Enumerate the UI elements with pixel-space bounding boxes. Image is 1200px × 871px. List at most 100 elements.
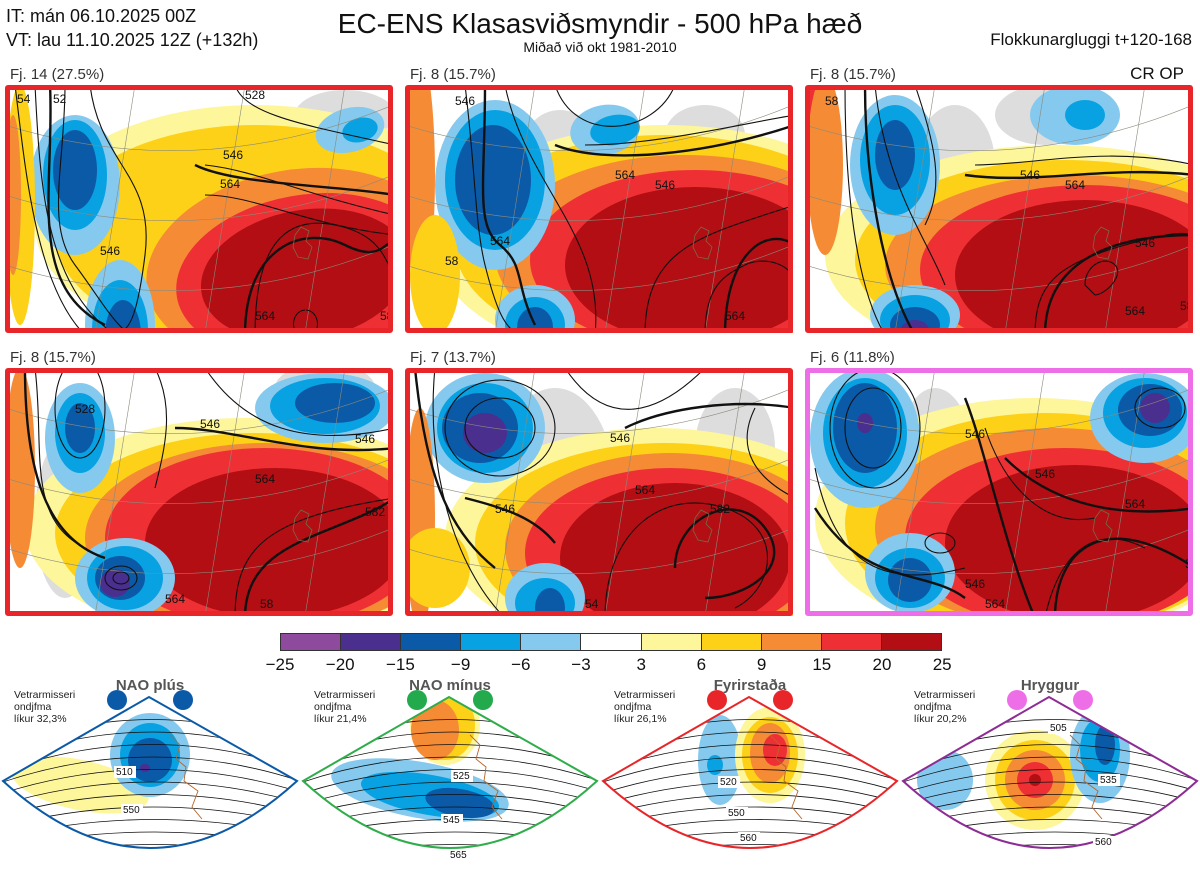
contour-label: 546 [455, 94, 475, 108]
coastline [1092, 226, 1113, 260]
regime-contour [603, 781, 897, 806]
panel-label: Fj. 8 (15.7%) [410, 66, 496, 83]
graticule-line [5, 174, 393, 222]
height-contour-bold [1053, 537, 1193, 616]
contour-label: 520 [720, 777, 737, 788]
regime-contour [3, 794, 297, 817]
regime-contour [603, 794, 897, 817]
graticule-line [304, 85, 346, 333]
regime-dot [473, 690, 493, 710]
graticule-line [204, 368, 246, 616]
graticule-line [604, 85, 646, 333]
graticule-line [405, 527, 793, 575]
anomaly-map: 546 564 546 564 582 58 [805, 85, 1193, 333]
regime-dot [707, 690, 727, 710]
colorbar-tick-label: 20 [872, 655, 892, 674]
contour-label: 550 [728, 808, 745, 819]
anomaly-area [455, 125, 531, 235]
anomaly-area [342, 117, 378, 143]
height-contour [644, 205, 793, 333]
cluster-map-panel[interactable]: 528 546 546 564 582 564 58 [5, 368, 393, 616]
contour-label: 58 [260, 597, 274, 611]
graticule-line [94, 368, 136, 616]
height-contour-bold [481, 85, 537, 326]
contour-label: 564 [635, 483, 655, 497]
cluster-map-panel[interactable]: 528 546 564 546 564 582 54 52 [5, 85, 393, 333]
anomaly-map: 54654656454656458 [805, 368, 1193, 616]
coastline [292, 509, 313, 543]
contour-label: 546 [1035, 467, 1055, 481]
regime-contour [603, 769, 897, 795]
contour-label: 546 [495, 502, 515, 516]
height-contour [254, 222, 393, 333]
graticule-line [405, 104, 793, 152]
graticule-line [805, 104, 1193, 152]
regime-info-line: líkur 32,3% [14, 713, 67, 725]
coastline [692, 226, 713, 260]
anomaly-area [875, 120, 915, 190]
contour-label: 54 [17, 92, 31, 106]
contour-label: 545 [443, 815, 460, 826]
cluster-map-panel[interactable]: 546 546 564 582 54 [405, 368, 793, 616]
contour-label-bg [718, 776, 740, 788]
cluster-map-panel[interactable]: 546 564 546 564 582 58 [805, 85, 1193, 333]
coastline [692, 509, 713, 543]
cr-op-label: CR OP [1130, 64, 1184, 83]
regime-map: 510 550 [1, 690, 299, 849]
regime-info-line: ondjfma [614, 701, 652, 713]
height-contour-bold [964, 170, 1193, 180]
contour-label: 52 [53, 92, 67, 106]
contour-label: 58 [825, 94, 839, 108]
regime-info-line: ondjfma [914, 701, 952, 713]
contour-label: 54 [585, 597, 599, 611]
anomaly-map: 528 546 564 546 564 582 54 52 [5, 85, 393, 333]
anomaly-area [1140, 393, 1170, 423]
colorbar-swatch [641, 634, 702, 650]
contour-label-bg [1098, 774, 1120, 786]
contour-label: 564 [985, 597, 1005, 611]
height-contour [974, 155, 1193, 166]
regime-contour [303, 756, 597, 784]
anomaly-area [53, 130, 97, 210]
anomaly-area [5, 115, 21, 275]
colorbar-tick-label: −9 [450, 655, 471, 674]
regime-dot [1007, 690, 1027, 710]
height-contour [34, 368, 86, 549]
height-contour [1134, 387, 1186, 429]
colorbar-swatch [821, 634, 882, 650]
cluster-map-panel[interactable]: 546 564 546 564 564 58 [405, 85, 793, 333]
height-contour [34, 85, 114, 333]
height-contour [154, 368, 168, 489]
anomaly-area [105, 300, 141, 333]
height-contour-bold [673, 508, 776, 600]
contour-label: 546 [965, 577, 985, 591]
regime-contour [3, 844, 297, 848]
contour-label: 58 [1185, 557, 1193, 571]
cluster-map-panel[interactable]: 54654656454656458 [805, 368, 1193, 616]
regime-anomaly [707, 755, 723, 775]
regime-title: Hryggur [1020, 677, 1080, 694]
regime-contour [303, 844, 597, 848]
regime-dot [407, 690, 427, 710]
contour-label: 535 [1100, 775, 1117, 786]
height-contour [432, 368, 504, 616]
regime-blocking: 520 550 560 Fyrirstaða Vetrarmisseri ondjfma l… [600, 675, 900, 871]
height-contour [554, 85, 676, 127]
contour-label: 546 [610, 431, 630, 445]
regime-contour [903, 769, 1197, 795]
height-contour [464, 397, 536, 459]
colorbar-swatch [281, 634, 342, 650]
contour-label-bg [726, 807, 748, 819]
anomaly-area [590, 114, 640, 146]
regime-title: Fyrirstaða [713, 677, 787, 694]
contour-label-bg [448, 849, 470, 861]
height-contour [924, 532, 956, 554]
regime-contour [303, 769, 597, 795]
anomaly-area [145, 468, 393, 616]
contour-label: 582 [380, 309, 393, 323]
contour-label: 564 [615, 168, 635, 182]
height-contour [204, 194, 393, 236]
contour-label-bg [451, 770, 473, 782]
regime-info: Vetrarmisseri ondjfma líkur 32,3% [14, 689, 75, 725]
contour-label: 582 [365, 505, 385, 519]
